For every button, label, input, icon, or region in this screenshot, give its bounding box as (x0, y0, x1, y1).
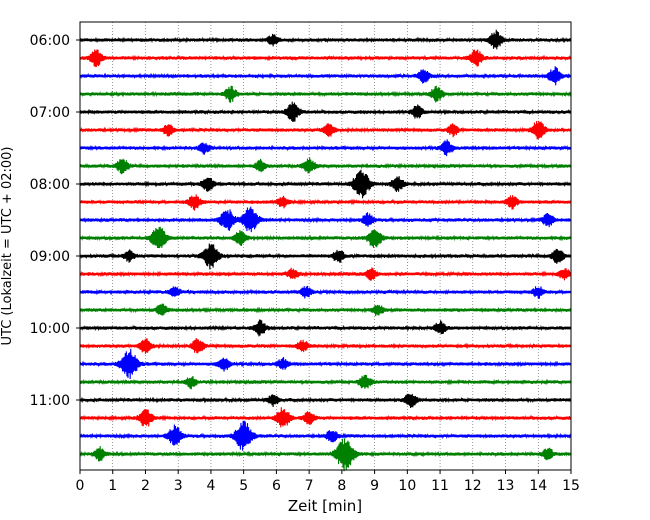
y-tick-label: 10:00 (30, 321, 70, 337)
seismogram-trace (79, 243, 572, 270)
x-tick-label: 11 (431, 478, 449, 494)
seismogram-trace (79, 49, 572, 68)
x-tick-label: 2 (141, 478, 150, 494)
x-tick-label: 12 (464, 478, 482, 494)
x-tick-label: 3 (174, 478, 183, 494)
y-tick-label: 11:00 (30, 393, 70, 409)
x-tick-label: 10 (398, 478, 416, 494)
seismogram-trace (79, 420, 572, 451)
seismogram-trace (79, 226, 572, 249)
x-tick-label: 13 (497, 478, 515, 494)
seismogram-trace (79, 285, 572, 299)
x-tick-label: 6 (272, 478, 281, 494)
x-axis-ticks: 0 1 2 3 4 5 6 7 8 9 10 11 12 13 14 15 (76, 470, 580, 494)
y-axis-label: UTC (Lokalzeit = UTC + 02:00) (0, 147, 15, 346)
y-tick-label: 07:00 (30, 105, 70, 121)
seismogram-traces (79, 29, 572, 472)
x-axis-label: Zeit [min] (288, 497, 362, 515)
seismogram-trace (79, 169, 572, 199)
seismogram-trace (79, 438, 572, 472)
seismogram-trace (79, 267, 572, 281)
seismogram-trace (79, 303, 572, 317)
seismogram-trace (79, 120, 572, 140)
seismogram-trace (79, 337, 572, 354)
seismogram-trace (79, 348, 572, 380)
seismogram-trace (79, 374, 572, 390)
y-tick-label: 09:00 (30, 249, 70, 265)
grid-lines (112, 22, 539, 470)
seismogram-trace (79, 85, 572, 103)
seismogram-trace (79, 393, 572, 408)
seismogram-trace (79, 139, 572, 157)
x-tick-label: 4 (206, 478, 215, 494)
seismogram-trace (79, 407, 572, 428)
seismogram-trace (79, 319, 572, 337)
x-tick-label: 15 (562, 478, 580, 494)
seismogram-trace (79, 157, 572, 175)
x-tick-label: 14 (529, 478, 547, 494)
x-tick-label: 7 (305, 478, 314, 494)
y-tick-label: 06:00 (30, 33, 70, 49)
plot-frame (79, 21, 572, 471)
x-tick-label: 0 (76, 478, 85, 494)
seismogram-trace (79, 194, 572, 211)
x-tick-label: 1 (108, 478, 117, 494)
x-tick-label: 8 (337, 478, 346, 494)
seismogram-trace (79, 66, 572, 86)
x-tick-label: 5 (239, 478, 248, 494)
seismogram-trace (79, 206, 572, 233)
x-tick-label: 9 (370, 478, 379, 494)
y-tick-label: 08:00 (30, 177, 70, 193)
y-axis-ticks: 06:00 07:00 08:00 09:00 10:00 11:00 (30, 33, 80, 409)
seismogram-trace (79, 29, 572, 50)
seismogram-trace (79, 101, 572, 122)
